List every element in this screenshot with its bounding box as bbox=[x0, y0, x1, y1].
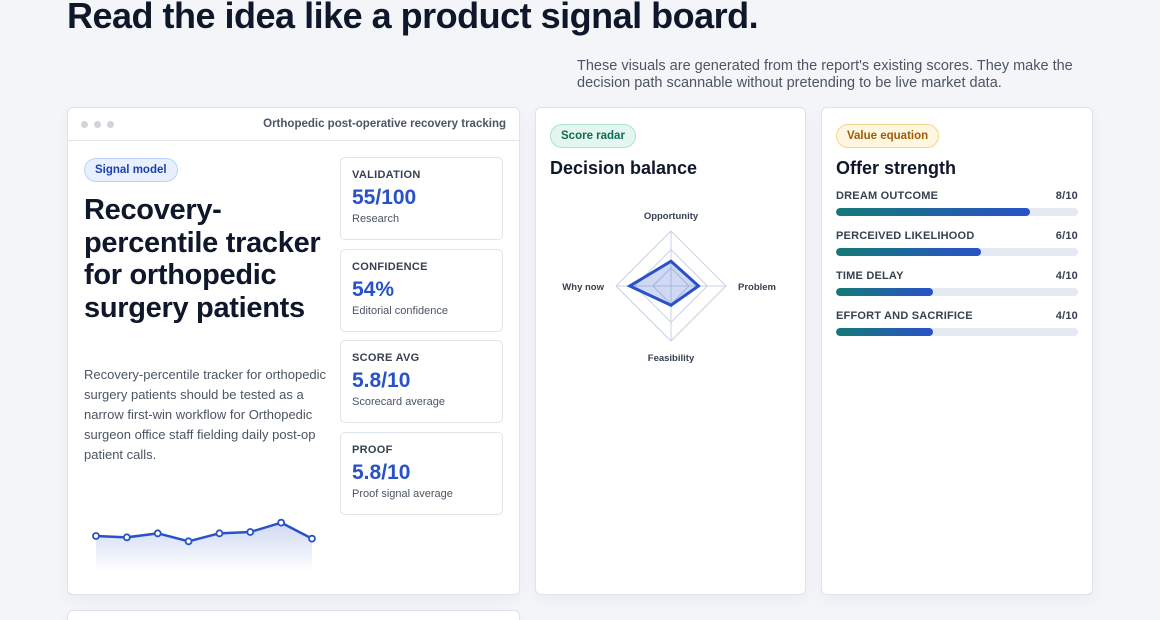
idea-summary: Recovery-percentile tracker for orthoped… bbox=[84, 367, 327, 462]
sparkline-point bbox=[153, 529, 162, 538]
metric-value: 54% bbox=[352, 278, 395, 301]
metric-sub: Scorecard average bbox=[352, 396, 445, 408]
bar-track bbox=[836, 248, 1078, 256]
metric-label: VALIDATION bbox=[352, 169, 421, 181]
metric-value: 55/100 bbox=[352, 186, 417, 209]
bar-perceived-likelihood: PERCEIVED LIKELIHOOD 6/10 bbox=[836, 230, 1078, 256]
score-radar-badge: Score radar bbox=[550, 124, 636, 148]
bar-fill bbox=[836, 328, 933, 336]
bar-fill bbox=[836, 248, 982, 256]
bar-label: PERCEIVED LIKELIHOOD bbox=[836, 230, 975, 242]
intro-text: These visuals are generated from the rep… bbox=[577, 58, 1073, 91]
bar-label: EFFORT AND SACRIFICE bbox=[836, 310, 973, 322]
metric-value: 5.8/10 bbox=[352, 461, 411, 484]
bar-score: 4/10 bbox=[1055, 310, 1078, 322]
value-equation-badge: Value equation bbox=[836, 124, 940, 148]
bar-track bbox=[836, 208, 1078, 216]
window-dot-icon bbox=[94, 121, 101, 128]
sparkline-area bbox=[96, 522, 312, 572]
metric-sub: Editorial confidence bbox=[352, 305, 449, 317]
window-dot-icon bbox=[81, 121, 88, 128]
sparkline-point bbox=[215, 529, 224, 538]
sparkline-point bbox=[246, 528, 255, 536]
bar-track bbox=[836, 288, 1078, 296]
window-dot-icon bbox=[107, 121, 114, 128]
offer-strength-heading: Offer strength bbox=[836, 158, 957, 178]
sparkline-point bbox=[92, 532, 100, 540]
metric-label: PROOF bbox=[352, 444, 393, 456]
metric-proof: PROOF 5.8/10 Proof signal average bbox=[340, 432, 503, 515]
metric-value: 5.8/10 bbox=[352, 369, 411, 392]
value-equation-card: Value equation Offer strength DREAM OUTC… bbox=[821, 107, 1093, 595]
radar-value-shape bbox=[626, 259, 701, 307]
window-title: Orthopedic post-operative recovery track… bbox=[263, 118, 506, 130]
bar-label: DREAM OUTCOME bbox=[836, 190, 939, 202]
bar-score: 6/10 bbox=[1055, 230, 1078, 242]
window-bar: Orthopedic post-operative recovery track… bbox=[68, 108, 519, 141]
metric-score-avg: SCORE AVG 5.8/10 Scorecard average bbox=[340, 340, 503, 423]
radar-axis-label: Why now bbox=[562, 282, 604, 293]
page-title: Read the idea like a product signal boar… bbox=[67, 0, 759, 36]
score-radar-card: Score radar Decision balance Opportunity… bbox=[535, 107, 806, 595]
bar-fill bbox=[836, 208, 1030, 216]
bar-time-delay: TIME DELAY 4/10 bbox=[836, 270, 1078, 296]
signal-model-card: Orthopedic post-operative recovery track… bbox=[67, 107, 520, 595]
sparkline-line bbox=[95, 521, 313, 543]
bar-label: TIME DELAY bbox=[836, 270, 904, 282]
radar-axis-label: Feasibility bbox=[648, 353, 695, 364]
window-dots bbox=[81, 121, 114, 128]
metric-label: CONFIDENCE bbox=[352, 261, 428, 273]
sparkline-point bbox=[277, 518, 286, 527]
idea-title: Recovery-percentile tracker for orthoped… bbox=[84, 194, 321, 324]
sparkline-point bbox=[122, 533, 131, 542]
bar-dream-outcome: DREAM OUTCOME 8/10 bbox=[836, 190, 1078, 216]
bar-effort-sacrifice: EFFORT AND SACRIFICE 4/10 bbox=[836, 310, 1078, 336]
next-card bbox=[67, 610, 520, 620]
radar-axis-label: Problem bbox=[738, 282, 776, 293]
metric-validation: VALIDATION 55/100 Research bbox=[340, 157, 503, 240]
radar-axis-label: Opportunity bbox=[644, 211, 699, 222]
bar-track bbox=[836, 328, 1078, 336]
metric-sub: Research bbox=[352, 213, 400, 225]
signal-model-badge: Signal model bbox=[84, 158, 178, 182]
sparkline-point bbox=[184, 537, 193, 546]
bar-score: 4/10 bbox=[1055, 270, 1078, 282]
metric-sub: Proof signal average bbox=[352, 488, 453, 500]
metric-confidence: CONFIDENCE 54% Editorial confidence bbox=[340, 249, 503, 332]
decision-balance-heading: Decision balance bbox=[550, 158, 698, 178]
radar-chart: Opportunity Problem Feasibility Why now bbox=[562, 211, 776, 364]
bar-score: 8/10 bbox=[1055, 190, 1078, 202]
metric-label: SCORE AVG bbox=[352, 352, 420, 364]
sparkline-point bbox=[308, 534, 316, 543]
sparkline-chart bbox=[92, 518, 316, 572]
bar-fill bbox=[836, 288, 933, 296]
